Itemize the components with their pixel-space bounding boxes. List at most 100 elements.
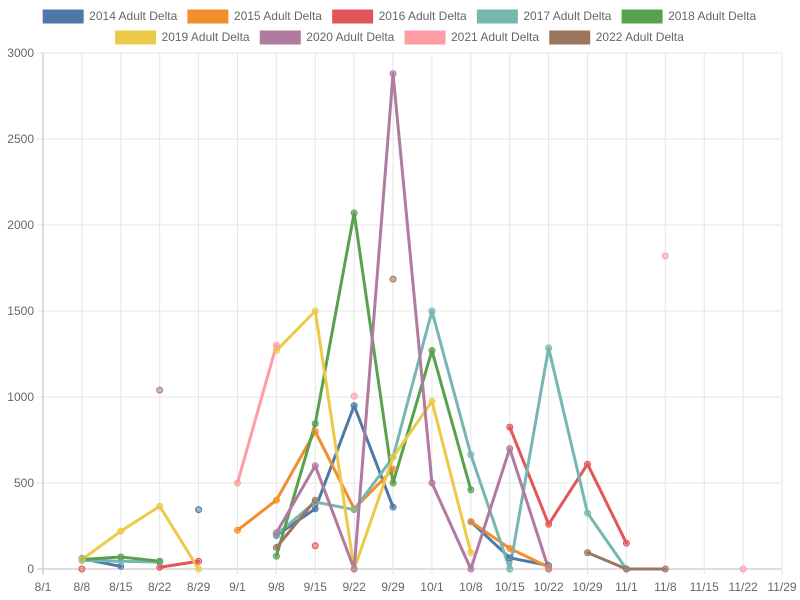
data-point (195, 557, 203, 565)
series-line-segment (508, 425, 551, 526)
data-point (311, 420, 319, 428)
series-2018-adult-delta (80, 211, 473, 563)
plot-area (78, 70, 747, 573)
series-line-segment (119, 555, 162, 563)
data-point (467, 518, 475, 526)
data-point (661, 252, 669, 260)
series-line-segment (313, 464, 356, 571)
series-2016-adult-delta (158, 425, 628, 569)
x-tick-label: 9/29 (381, 580, 405, 594)
legend-item: 2021 Adult Delta (404, 30, 539, 45)
legend-swatch (115, 30, 157, 45)
legend-swatch (476, 9, 518, 24)
data-point (389, 503, 397, 511)
legend-label: 2022 Adult Delta (596, 30, 684, 44)
data-point (739, 565, 747, 573)
data-point (389, 275, 397, 283)
legend-swatch (621, 9, 663, 24)
x-axis: 8/1 8/8 8/15 8/22 8/29 9/1 9/8 9/15 9/22 9/29 10/1… (35, 580, 797, 594)
x-tick-label: 11/22 (729, 580, 758, 594)
series-line-segment (313, 309, 356, 571)
series-2019-adult-delta (80, 309, 473, 571)
series-line-segment (469, 520, 512, 550)
series-line-segment (119, 504, 162, 533)
data-point (622, 565, 630, 573)
y-tick-label: 500 (14, 476, 34, 490)
data-point (545, 520, 553, 528)
series-line-segment (313, 211, 356, 426)
data-point (272, 529, 280, 537)
data-point (117, 553, 125, 561)
legend-label: 2021 Adult Delta (451, 30, 539, 44)
legend-item: 2022 Adult Delta (549, 30, 684, 45)
x-tick-label: 8/22 (148, 580, 172, 594)
data-point (506, 544, 514, 552)
legend-label: 2017 Adult Delta (523, 9, 611, 23)
series-line-segment (586, 462, 628, 545)
data-point (584, 509, 592, 517)
series-line-segment (430, 481, 473, 571)
legend-swatch (187, 9, 229, 24)
series-line-segment (158, 559, 201, 569)
data-point (117, 527, 125, 535)
data-point (506, 554, 514, 562)
legend-swatch (549, 30, 591, 45)
series-line-segment (547, 346, 590, 515)
series-line-segment (547, 462, 590, 526)
legend-item: 2016 Adult Delta (332, 9, 467, 24)
data-point (233, 479, 241, 487)
legend-label: 2020 Adult Delta (306, 30, 394, 44)
data-point (233, 526, 241, 534)
data-point (272, 341, 280, 349)
y-tick-label: 1500 (7, 304, 34, 318)
data-point (467, 486, 475, 494)
y-tick-label: 3000 (7, 46, 34, 60)
data-point (467, 451, 475, 459)
series-line-segment (391, 349, 434, 485)
data-point (195, 565, 203, 573)
legend-item: 2019 Adult Delta (115, 30, 250, 45)
data-point (428, 307, 436, 315)
legend-label: 2015 Adult Delta (234, 9, 322, 23)
series-line-segment (158, 504, 201, 571)
series-2021-adult-delta (235, 343, 278, 485)
x-tick-label: 10/22 (534, 580, 564, 594)
data-point (156, 557, 164, 565)
x-tick-label: 11/8 (654, 580, 677, 594)
x-tick-label: 8/29 (187, 580, 211, 594)
data-point (389, 465, 397, 473)
x-tick-label: 11/1 (615, 580, 638, 594)
data-point (78, 556, 86, 564)
x-tick-label: 8/1 (35, 580, 52, 594)
series-line-segment (508, 346, 551, 571)
series-line-segment (430, 309, 473, 457)
series-line-segment (313, 500, 356, 512)
x-tick-label: 10/1 (420, 580, 444, 594)
data-point (272, 552, 280, 560)
data-point (350, 392, 358, 400)
y-tick-label: 2500 (7, 132, 34, 146)
series-line-segment (274, 464, 317, 535)
data-point (78, 565, 86, 573)
data-point (272, 544, 280, 551)
data-point (272, 496, 280, 504)
y-tick-label: 1000 (7, 390, 34, 404)
data-point (506, 423, 514, 431)
series-line-segment (586, 511, 628, 571)
series-line-segment (508, 546, 551, 569)
data-point (350, 402, 358, 410)
data-point (389, 479, 397, 487)
y-tick-label: 0 (27, 562, 34, 576)
x-tick-label: 10/29 (573, 580, 603, 594)
data-point (350, 506, 358, 514)
series-line-segment (352, 455, 395, 571)
data-point (311, 462, 319, 470)
data-point (506, 565, 514, 573)
x-tick-label: 8/15 (109, 580, 133, 594)
data-point (506, 445, 514, 453)
data-point (622, 539, 630, 547)
y-axis: 0 500 1000 1500 2000 2500 3000 (7, 46, 34, 576)
series-line-segment (586, 551, 628, 571)
data-point (311, 307, 319, 315)
